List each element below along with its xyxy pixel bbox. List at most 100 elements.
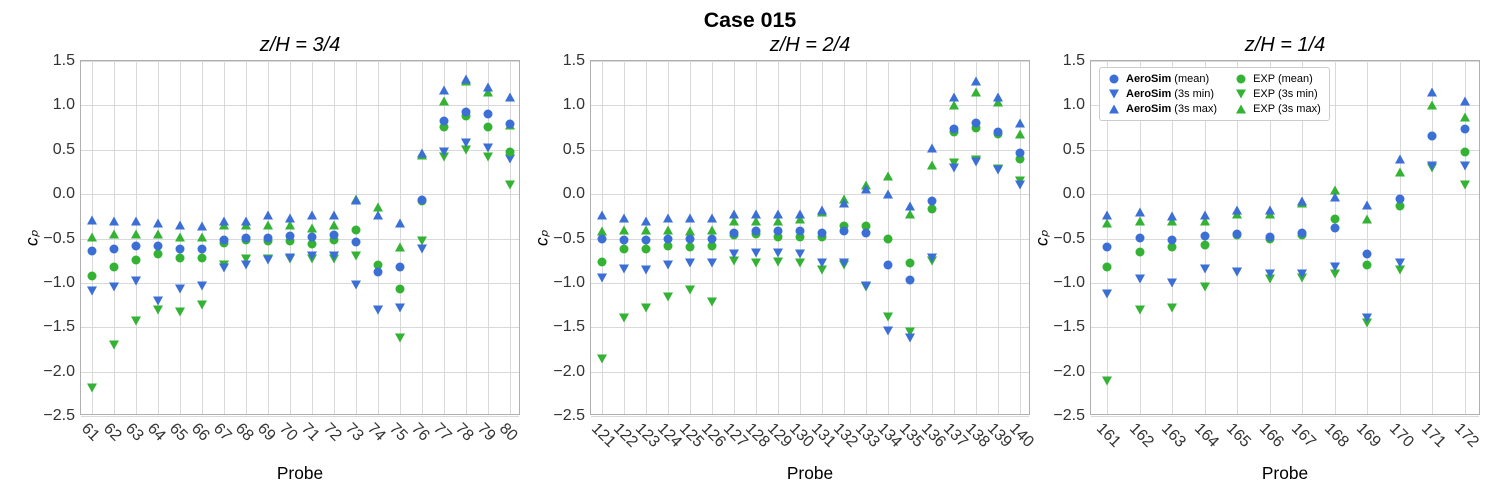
data-point xyxy=(795,209,805,218)
y-tick-label: −1.0 xyxy=(1053,274,1091,292)
x-tick-label: 162 xyxy=(1125,420,1157,452)
y-tick-label: −2.0 xyxy=(1053,363,1091,381)
y-tick-label: 1.0 xyxy=(1063,96,1091,114)
data-point xyxy=(1200,240,1209,249)
y-tick-label: 1.0 xyxy=(53,96,81,114)
data-point xyxy=(154,241,163,250)
data-point xyxy=(664,235,673,244)
data-point xyxy=(1460,125,1469,134)
grid-line xyxy=(81,150,519,151)
data-point xyxy=(484,110,493,119)
data-point xyxy=(109,283,119,292)
data-point xyxy=(175,308,185,317)
data-point xyxy=(928,205,937,214)
data-point xyxy=(286,231,295,240)
y-tick-label: −1.5 xyxy=(43,318,81,336)
y-tick-label: 1.5 xyxy=(563,52,591,70)
data-point xyxy=(461,74,471,83)
data-point xyxy=(109,341,119,350)
data-point xyxy=(373,305,383,314)
data-point xyxy=(132,242,141,251)
data-point xyxy=(906,276,915,285)
data-point xyxy=(685,214,695,223)
data-point xyxy=(707,214,717,223)
data-point xyxy=(219,263,229,272)
data-point xyxy=(197,222,207,231)
data-point xyxy=(395,333,405,342)
data-point xyxy=(597,211,607,220)
grid-line xyxy=(591,327,1029,328)
grid-line xyxy=(81,283,519,284)
y-tick-label: −0.5 xyxy=(43,230,81,248)
data-point xyxy=(329,211,339,220)
x-tick-label: 172 xyxy=(1450,420,1482,452)
data-point xyxy=(949,163,959,172)
data-point xyxy=(131,317,141,326)
data-point xyxy=(928,197,937,206)
data-point xyxy=(971,76,981,85)
plot-area: −2.5−2.0−1.5−1.0−0.50.00.51.01.516116216… xyxy=(1090,60,1480,415)
data-point xyxy=(1200,264,1210,273)
data-point xyxy=(1298,229,1307,238)
data-point xyxy=(176,254,185,263)
data-point xyxy=(839,199,849,208)
data-point xyxy=(883,312,893,321)
data-point xyxy=(642,236,651,245)
data-point xyxy=(751,259,761,268)
data-point xyxy=(1103,243,1112,252)
data-point xyxy=(153,218,163,227)
data-point xyxy=(861,282,871,291)
data-point xyxy=(840,227,849,236)
data-point xyxy=(795,259,805,268)
data-point xyxy=(154,250,163,259)
data-point xyxy=(751,248,761,257)
data-point xyxy=(1362,214,1372,223)
data-point xyxy=(1460,161,1470,170)
data-point xyxy=(971,158,981,167)
grid-line xyxy=(81,327,519,328)
data-point xyxy=(883,172,893,181)
data-point xyxy=(598,257,607,266)
data-point xyxy=(906,259,915,268)
data-point xyxy=(597,273,607,282)
data-point xyxy=(663,293,673,302)
data-point xyxy=(707,225,717,234)
data-point xyxy=(619,314,629,323)
data-point xyxy=(396,262,405,271)
data-point xyxy=(175,285,185,294)
data-point xyxy=(198,254,207,263)
data-point xyxy=(307,252,317,261)
data-point xyxy=(1167,278,1177,287)
grid-line xyxy=(81,239,519,240)
data-point xyxy=(131,277,141,286)
data-point xyxy=(927,143,937,152)
data-point xyxy=(641,216,651,225)
data-point xyxy=(440,117,449,126)
data-point xyxy=(439,96,449,105)
data-point xyxy=(242,233,251,242)
data-point xyxy=(395,218,405,227)
data-point xyxy=(993,166,1003,175)
y-tick-label: 1.5 xyxy=(1063,52,1091,70)
data-point xyxy=(730,229,739,238)
y-tick-label: −2.0 xyxy=(43,363,81,381)
data-point xyxy=(620,245,629,254)
data-point xyxy=(883,326,893,335)
data-point xyxy=(1427,88,1437,97)
data-point xyxy=(197,301,207,310)
data-point xyxy=(994,128,1003,137)
legend-label: AeroSim (3s min) xyxy=(1126,88,1214,100)
grid-line xyxy=(1335,61,1336,414)
data-point xyxy=(131,216,141,225)
data-point xyxy=(1265,206,1275,215)
grid-line xyxy=(510,61,511,414)
y-tick-label: 0.5 xyxy=(1063,141,1091,159)
data-point xyxy=(972,119,981,128)
y-tick-label: 0.5 xyxy=(53,141,81,159)
data-point xyxy=(1135,207,1145,216)
data-point xyxy=(1167,303,1177,312)
data-point xyxy=(686,243,695,252)
grid-line xyxy=(954,61,955,414)
panel-title: z/H = 2/4 xyxy=(590,34,1030,57)
y-tick-label: −2.0 xyxy=(553,363,591,381)
